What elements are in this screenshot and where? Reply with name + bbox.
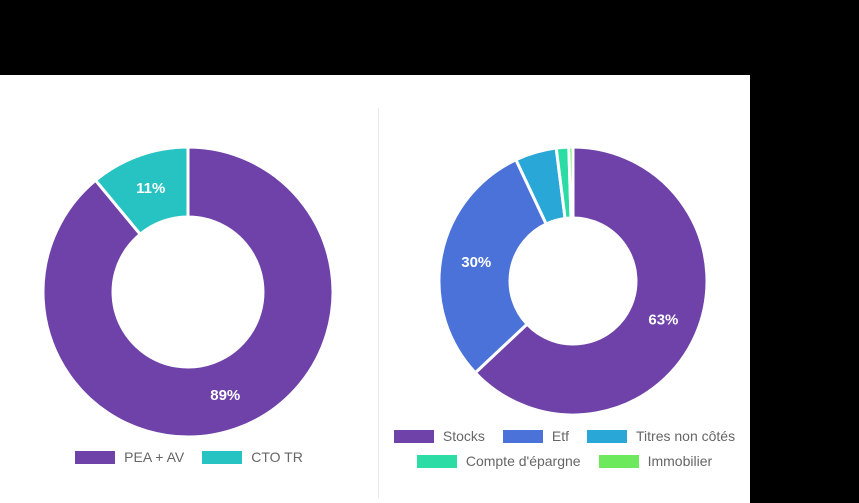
legend-row: Compte d'épargne Immobilier bbox=[416, 453, 713, 469]
right-chart-section: 63% 30% Stocks Etf Titres non côtés Compte d… bbox=[379, 75, 750, 503]
donut-slice-1[interactable] bbox=[94, 145, 190, 236]
legend-asset-classes: Stocks Etf Titres non côtés Compte d'épargn… bbox=[379, 428, 750, 469]
legend-row: Stocks Etf Titres non côtés bbox=[393, 428, 735, 444]
legend-label: Immobilier bbox=[647, 453, 713, 469]
legend-item[interactable]: Titres non côtés bbox=[587, 428, 735, 444]
legend-label: Stocks bbox=[442, 428, 485, 444]
donut-chart-asset-classes[interactable]: 63% 30% bbox=[437, 145, 709, 422]
redacted-header-bar bbox=[0, 0, 859, 75]
slice-percent-label: 11% bbox=[136, 180, 165, 197]
legend-item[interactable]: Compte d'épargne bbox=[416, 453, 581, 469]
legend-swatch-icon bbox=[598, 454, 639, 468]
legend-item[interactable]: Immobilier bbox=[598, 453, 713, 469]
legend-swatch-icon bbox=[202, 450, 243, 464]
legend-swatch-icon bbox=[75, 450, 116, 464]
legend-label: Compte d'épargne bbox=[465, 453, 581, 469]
legend-swatch-icon bbox=[393, 429, 434, 443]
slice-percent-label: 89% bbox=[210, 387, 240, 404]
legend-item[interactable]: Etf bbox=[502, 428, 570, 444]
legend-label: PEA + AV bbox=[124, 449, 185, 465]
left-chart-section: 89% 11% PEA + AV CTO TR bbox=[0, 75, 378, 503]
donut-slice-0[interactable] bbox=[473, 145, 709, 417]
legend-label: CTO TR bbox=[251, 449, 303, 465]
legend-label: Etf bbox=[551, 428, 570, 444]
redacted-side-bar bbox=[750, 0, 859, 503]
legend-label: Titres non côtés bbox=[636, 428, 736, 444]
slice-percent-label: 30% bbox=[461, 254, 491, 271]
donut-slice-4[interactable] bbox=[567, 145, 575, 220]
legend-swatch-icon bbox=[416, 454, 457, 468]
charts-panel: 89% 11% PEA + AV CTO TR 63% 30% Stocks Etf Ti… bbox=[0, 75, 750, 503]
legend-swatch-icon bbox=[502, 429, 543, 443]
donut-slice-0[interactable] bbox=[41, 145, 335, 439]
legend-item[interactable]: Stocks bbox=[393, 428, 485, 444]
legend-accounts: PEA + AV CTO TR bbox=[0, 449, 378, 465]
legend-item[interactable]: CTO TR bbox=[202, 449, 303, 465]
donut-slice-1[interactable] bbox=[437, 158, 548, 375]
legend-swatch-icon bbox=[587, 429, 628, 443]
donut-chart-accounts[interactable]: 89% 11% bbox=[41, 145, 335, 444]
vertical-divider bbox=[378, 108, 379, 498]
slice-percent-label: 63% bbox=[648, 312, 678, 329]
legend-row: PEA + AV CTO TR bbox=[75, 449, 303, 465]
legend-item[interactable]: PEA + AV bbox=[75, 449, 184, 465]
